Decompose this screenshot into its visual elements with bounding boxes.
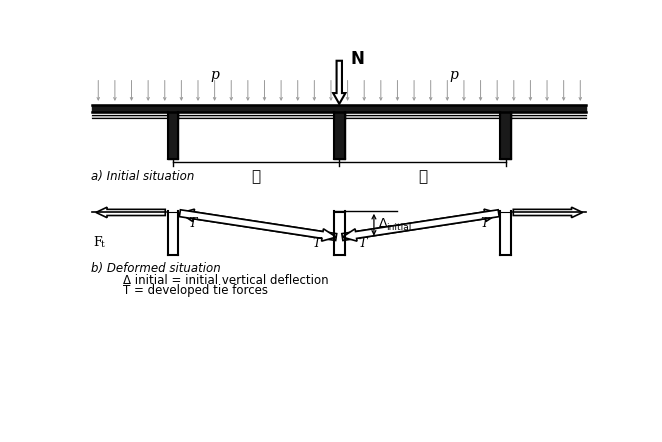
- Text: ℓ: ℓ: [418, 170, 427, 184]
- Text: b) Deformed situation: b) Deformed situation: [91, 263, 220, 275]
- Polygon shape: [342, 210, 499, 241]
- Text: N: N: [350, 50, 364, 68]
- Polygon shape: [342, 209, 498, 240]
- Polygon shape: [180, 209, 337, 240]
- Text: T: T: [312, 237, 320, 250]
- Text: T: T: [481, 217, 489, 230]
- Text: Δ: Δ: [379, 217, 387, 230]
- Polygon shape: [96, 207, 166, 217]
- Polygon shape: [179, 210, 336, 241]
- Text: ℓ: ℓ: [252, 170, 261, 184]
- Text: T: T: [188, 217, 197, 230]
- Text: T = developed tie forces: T = developed tie forces: [123, 284, 268, 297]
- Text: a) Initial situation: a) Initial situation: [91, 170, 194, 183]
- Text: T: T: [358, 237, 367, 250]
- Polygon shape: [513, 207, 583, 217]
- Text: p: p: [449, 69, 459, 82]
- Text: initial: initial: [386, 223, 412, 232]
- Text: t: t: [101, 240, 105, 249]
- Polygon shape: [333, 61, 346, 104]
- Text: F: F: [93, 236, 102, 249]
- Text: p: p: [211, 69, 220, 82]
- Text: Δ initial = initial vertical deflection: Δ initial = initial vertical deflection: [123, 274, 328, 287]
